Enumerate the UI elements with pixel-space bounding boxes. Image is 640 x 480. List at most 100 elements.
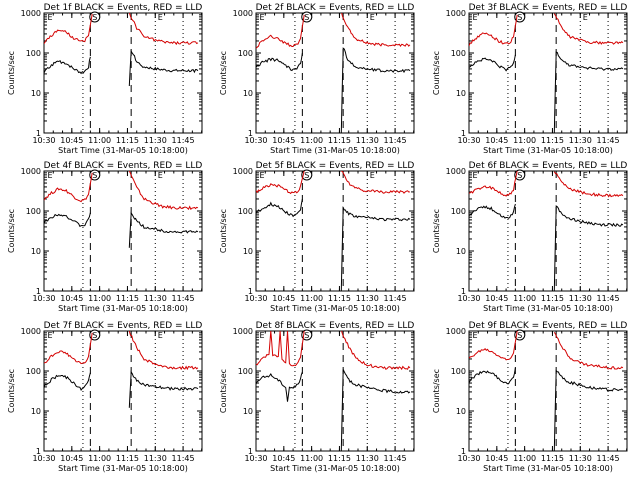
x-tick-label: 11:00 (513, 136, 536, 145)
x-axis-label: Start Time (31-Mar-05 10:18:00) (483, 464, 613, 473)
y-axis-label: Counts/sec (219, 369, 228, 413)
event-marker: E (259, 171, 264, 180)
x-tick-label: 11:15 (116, 136, 139, 145)
event-marker: E (370, 171, 375, 180)
saa-marker-circle (89, 329, 101, 341)
event-marker: S (92, 13, 97, 22)
events-series-line (469, 367, 624, 451)
y-tick-label: 10 (456, 247, 466, 256)
y-axis-label: Counts/sec (7, 209, 16, 253)
event-marker: E (158, 171, 163, 180)
y-tick-label: 100 (26, 49, 41, 58)
plot-panel: Det 6f BLACK = Events, RED = LLD 1 10 100 10… (432, 161, 628, 313)
y-tick-label: 100 (26, 367, 41, 376)
axes-frame (255, 170, 415, 292)
x-axis-label: Start Time (31-Mar-05 10:18:00) (270, 304, 400, 313)
plot-title: Det 1f BLACK = Events, RED = LLD (44, 3, 203, 13)
x-tick-label: 10:30 (457, 136, 480, 145)
y-tick-label: 1000 (233, 327, 253, 336)
x-tick-label: 11:30 (569, 294, 592, 303)
y-tick-label: 100 (451, 367, 466, 376)
saa-marker-circle (301, 11, 313, 23)
y-tick-label: 10 (31, 89, 41, 98)
plot-panel: Det 1f BLACK = Events, RED = LLD 1 10 100 10… (7, 3, 203, 155)
x-tick-label: 10:30 (32, 136, 55, 145)
x-tick-label: 10:45 (272, 136, 295, 145)
lld-series-line (469, 171, 624, 198)
y-tick-label: 1 (248, 129, 253, 138)
event-marker: E (583, 331, 588, 340)
x-tick-label: 11:30 (144, 454, 167, 463)
axes-frame (468, 170, 628, 292)
y-tick-label: 100 (451, 49, 466, 58)
x-tick-label: 10:30 (244, 294, 267, 303)
y-axis-label: Counts/sec (432, 51, 441, 95)
lld-series-line (44, 331, 199, 371)
saa-marker-circle (514, 11, 526, 23)
event-marker: E (47, 331, 52, 340)
x-tick-label: 11:45 (597, 454, 620, 463)
x-tick-label: 11:45 (384, 294, 407, 303)
x-tick-label: 11:30 (144, 136, 167, 145)
axes-frame (43, 330, 203, 452)
x-tick-label: 11:15 (328, 136, 351, 145)
y-tick-label: 1 (36, 447, 41, 456)
x-tick-label: 11:45 (172, 294, 195, 303)
event-marker: E (583, 13, 588, 22)
y-tick-label: 1000 (21, 9, 41, 18)
y-axis-label: Counts/sec (432, 209, 441, 253)
x-axis-label: Start Time (31-Mar-05 10:18:00) (270, 464, 400, 473)
x-tick-label: 10:30 (244, 136, 267, 145)
x-axis-label: Start Time (31-Mar-05 10:18:00) (483, 304, 613, 313)
x-tick-label: 10:30 (32, 294, 55, 303)
events-series-line (44, 211, 199, 248)
y-tick-label: 1000 (446, 327, 466, 336)
y-tick-label: 100 (26, 207, 41, 216)
lld-series-line (469, 331, 624, 370)
lld-series-line (256, 13, 411, 49)
y-axis-label: Counts/sec (7, 51, 16, 95)
event-marker: E (47, 171, 52, 180)
x-tick-label: 11:15 (541, 454, 564, 463)
y-tick-label: 1000 (233, 9, 253, 18)
events-series-line (256, 198, 411, 291)
y-tick-label: 1 (36, 129, 41, 138)
y-axis-label: Counts/sec (219, 51, 228, 95)
events-series-line (469, 203, 624, 291)
event-marker: S (517, 171, 522, 180)
event-marker: E (370, 331, 375, 340)
x-tick-label: 10:45 (485, 294, 508, 303)
y-tick-label: 1000 (233, 167, 253, 176)
plot-title: Det 8f BLACK = Events, RED = LLD (256, 321, 415, 331)
x-tick-label: 11:30 (356, 294, 379, 303)
event-marker: E (370, 13, 375, 22)
x-tick-label: 11:30 (569, 136, 592, 145)
y-tick-label: 100 (238, 207, 253, 216)
event-marker: E (472, 13, 477, 22)
x-tick-label: 11:00 (513, 454, 536, 463)
plot-panel: Det 2f BLACK = Events, RED = LLD 1 10 100 10… (219, 3, 415, 155)
axes-frame (43, 170, 203, 292)
x-axis-label: Start Time (31-Mar-05 10:18:00) (483, 146, 613, 155)
axes-frame (468, 12, 628, 134)
x-tick-label: 10:45 (60, 454, 83, 463)
y-tick-label: 1 (36, 287, 41, 296)
plot-panel: Det 5f BLACK = Events, RED = LLD 1 10 100 10… (219, 161, 415, 313)
x-tick-label: 10:30 (244, 454, 267, 463)
x-tick-label: 11:00 (88, 136, 111, 145)
x-tick-label: 11:30 (356, 454, 379, 463)
events-series-line (256, 47, 411, 133)
x-tick-label: 10:30 (32, 454, 55, 463)
x-tick-label: 11:30 (356, 136, 379, 145)
event-marker: S (304, 13, 309, 22)
x-tick-label: 11:15 (328, 294, 351, 303)
y-tick-label: 1 (461, 129, 466, 138)
x-axis-label: Start Time (31-Mar-05 10:18:00) (270, 146, 400, 155)
lld-series-line (44, 13, 199, 46)
events-series-line (256, 369, 411, 451)
x-tick-label: 11:30 (144, 294, 167, 303)
x-tick-label: 11:00 (88, 454, 111, 463)
y-tick-label: 10 (31, 407, 41, 416)
x-axis-label: Start Time (31-Mar-05 10:18:00) (58, 146, 188, 155)
